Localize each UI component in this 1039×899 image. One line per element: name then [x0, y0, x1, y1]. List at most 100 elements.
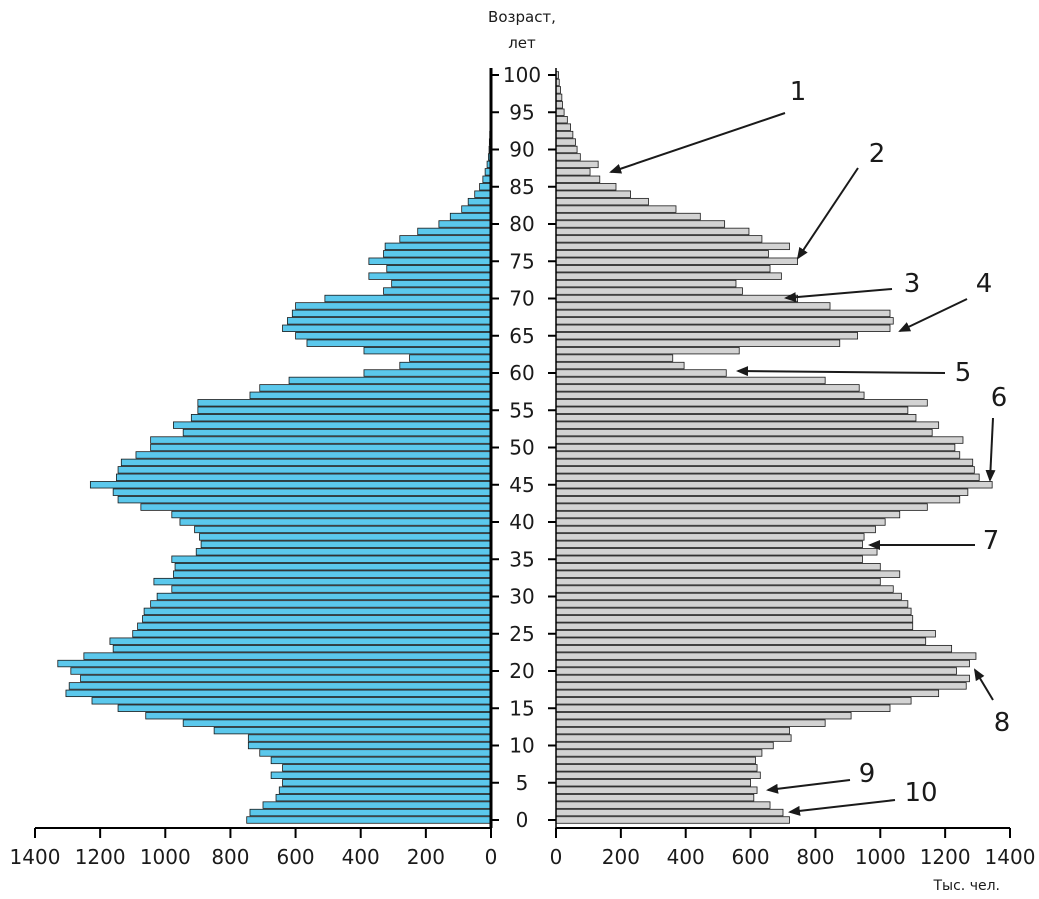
bar-right-age-26 [555, 622, 914, 630]
bar-right-age-82 [555, 205, 677, 213]
left-bars-group [57, 71, 492, 824]
bar-right-age-75 [555, 257, 798, 265]
age-tick-label: 85 [509, 175, 534, 199]
bar-right-age-16 [555, 697, 912, 705]
bar-right-age-56 [555, 399, 928, 407]
callouts: 1 2 3 4 5 6 7 8 9 10 [609, 77, 1010, 816]
age-ticks: 0 5 10 15 20 25 30 35 40 45 50 55 60 65 70 75 80 85 90 95 10… [491, 63, 556, 832]
bar-right-age-69 [555, 302, 831, 310]
callout-label-5: 5 [955, 358, 972, 388]
bar-right-age-46 [555, 473, 980, 481]
bar-right-age-20 [555, 667, 957, 675]
callout-label-4: 4 [976, 269, 993, 299]
bar-left-age-1 [249, 808, 492, 817]
bar-right-age-62 [555, 354, 674, 362]
bar-right-age-24 [555, 637, 927, 645]
x-ticks-right: 0 200 400 600 800 1000 1200 1400 [550, 828, 1036, 869]
bar-right-age-39 [555, 525, 876, 534]
x-tick-label-right: 1000 [855, 845, 906, 869]
bar-left-age-71 [383, 287, 492, 295]
age-tick-label: 55 [509, 398, 534, 422]
bar-right-age-10 [555, 741, 774, 750]
bar-left-age-10 [247, 741, 492, 750]
x-tick-label-left: 1400 [10, 845, 61, 869]
bar-left-age-8 [270, 756, 492, 765]
bar-right-age-47 [555, 466, 975, 474]
age-tick-label: 0 [516, 808, 529, 832]
bar-right-age-41 [555, 510, 901, 519]
bar-left-age-43 [117, 495, 492, 504]
bar-left-age-23 [112, 644, 492, 653]
bar-left-age-79 [417, 227, 492, 236]
bar-left-age-74 [386, 265, 492, 273]
bar-right-age-95 [555, 108, 565, 116]
age-tick-label: 95 [509, 100, 534, 124]
bar-left-age-3 [275, 793, 492, 802]
bar-left-age-39 [194, 525, 492, 534]
bar-right-age-43 [555, 495, 961, 504]
bar-left-age-18 [68, 682, 492, 690]
bar-right-age-79 [555, 227, 750, 236]
bar-left-age-63 [363, 346, 492, 355]
bar-left-age-48 [120, 458, 492, 467]
callout-label-3: 3 [904, 269, 921, 299]
callout-arrow-1 [609, 112, 786, 174]
bar-left-age-27 [142, 615, 492, 623]
bar-right-age-65 [555, 332, 858, 340]
y-axis-title-line2: лет [508, 34, 536, 52]
bar-right-age-60 [555, 369, 727, 377]
callout-arrow-3 [784, 288, 893, 303]
bar-right-age-83 [555, 197, 649, 206]
bar-left-age-78 [399, 235, 492, 243]
bar-left-age-46 [116, 473, 492, 481]
bar-right-age-72 [555, 279, 737, 288]
bar-right-age-68 [555, 309, 891, 318]
bar-right-age-7 [555, 764, 758, 772]
bar-right-age-31 [555, 585, 894, 593]
bar-left-age-49 [135, 451, 492, 459]
bar-right-age-96 [555, 101, 563, 109]
bar-left-age-13 [182, 719, 492, 727]
bar-left-age-12 [213, 726, 492, 735]
bar-right-age-77 [555, 242, 790, 251]
callout-label-7: 7 [983, 526, 1000, 556]
bar-right-age-23 [555, 644, 953, 653]
bar-left-age-5 [282, 779, 492, 787]
bar-right-age-17 [555, 689, 940, 698]
bar-right-age-1 [555, 808, 784, 817]
bar-right-age-36 [555, 548, 878, 556]
bar-right-age-18 [555, 682, 967, 690]
bar-left-age-40 [179, 518, 492, 526]
bar-right-age-97 [555, 93, 563, 102]
x-tick-label-right: 0 [550, 845, 563, 869]
callout-arrow-5 [736, 366, 946, 377]
bar-right-age-19 [555, 674, 970, 683]
bar-left-age-19 [80, 674, 492, 683]
age-tick-label: 5 [516, 771, 529, 795]
bar-left-age-35 [171, 555, 492, 563]
bar-left-age-80 [438, 220, 492, 228]
bar-right-age-4 [555, 786, 758, 794]
bar-left-age-59 [288, 376, 492, 385]
bar-left-age-51 [150, 436, 492, 444]
bar-right-age-21 [555, 659, 970, 668]
bar-left-age-30 [156, 592, 492, 601]
bar-left-age-73 [368, 272, 492, 280]
bar-left-age-7 [282, 764, 492, 772]
bar-left-age-66 [282, 324, 492, 332]
bar-left-age-11 [247, 734, 492, 742]
bar-right-age-86 [555, 175, 601, 183]
bar-right-age-94 [555, 116, 568, 124]
age-tick-label: 75 [509, 249, 534, 273]
bar-right-age-11 [555, 734, 792, 742]
bar-right-age-27 [555, 615, 914, 623]
bar-left-age-72 [391, 279, 492, 288]
bar-right-age-38 [555, 533, 865, 541]
bar-right-age-74 [555, 265, 771, 273]
bar-left-age-50 [150, 443, 492, 452]
age-tick-label: 90 [509, 138, 534, 162]
bar-left-age-83 [467, 197, 492, 206]
bar-right-age-53 [555, 421, 940, 429]
x-tick-label-right: 1400 [985, 845, 1036, 869]
